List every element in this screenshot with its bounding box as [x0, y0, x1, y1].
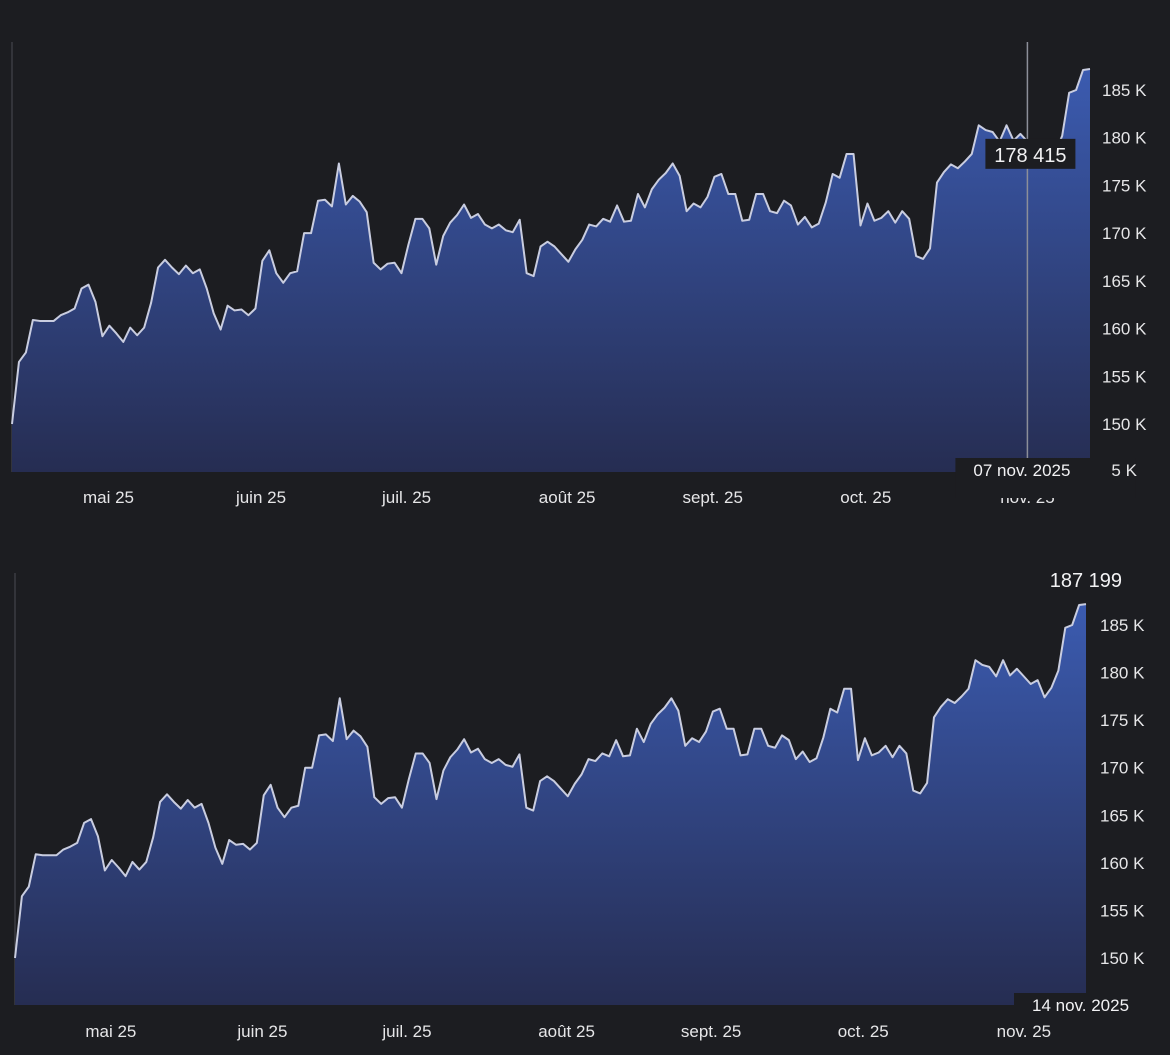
last-value-label: 187 199	[1050, 570, 1122, 592]
y-tick-label: 155 K	[1102, 367, 1147, 386]
y-tick-label: 170 K	[1102, 224, 1147, 243]
x-tick-label: sept. 25	[682, 488, 743, 507]
x-tick-label: oct. 25	[838, 1022, 889, 1041]
y-tick-label: 165 K	[1100, 806, 1145, 825]
y-tick-label: 185 K	[1100, 616, 1145, 635]
y-tick-label: 185 K	[1102, 81, 1147, 100]
x-tick-label: mai 25	[83, 488, 134, 507]
series-line	[11, 68, 1091, 425]
x-tick-label: août 25	[538, 1022, 595, 1041]
top-chart-svg[interactable]: 185 K 180 K 175 K 170 K 165 K 160 K 155 K 150 K…	[0, 30, 1170, 530]
crosshair-date-box	[955, 458, 1136, 498]
y-tick-label: 160 K	[1100, 854, 1145, 873]
x-tick-label: juil. 25	[381, 488, 431, 507]
y-tick-label: 180 K	[1100, 664, 1145, 683]
y-tick-label: 160 K	[1102, 320, 1147, 339]
x-tick-label: nov. 25	[997, 1022, 1052, 1041]
series-line	[14, 603, 1087, 959]
y-tick-label: 165 K	[1102, 272, 1147, 291]
crosshair-date-label: 07 nov. 2025	[973, 461, 1070, 480]
y-tick-label: 175 K	[1100, 711, 1145, 730]
x-tick-label: mai 25	[85, 1022, 136, 1041]
x-tick-label: oct. 25	[840, 488, 891, 507]
y-tick-label-partial: 5 K	[1111, 461, 1137, 480]
crosshair-value-label: 178 415	[994, 145, 1066, 167]
y-tick-label: 155 K	[1100, 901, 1145, 920]
last-date-label: 14 nov. 2025	[1032, 996, 1129, 1015]
y-tick-label: 150 K	[1100, 949, 1145, 968]
y-tick-label: 180 K	[1102, 129, 1147, 148]
x-tick-label: juin 25	[235, 488, 286, 507]
crosshair-value-box	[985, 138, 1076, 169]
x-tick-label: août 25	[539, 488, 596, 507]
area-fill	[15, 604, 1086, 1005]
y-tick-label: 175 K	[1102, 176, 1147, 195]
x-tick-label: juil. 25	[381, 1022, 431, 1041]
bottom-chart-svg[interactable]: 185 K 180 K 175 K 170 K 165 K 160 K 155 K 150 K…	[0, 565, 1170, 1055]
x-tick-label: sept. 25	[681, 1022, 742, 1041]
last-date-box	[1014, 993, 1170, 1025]
y-tick-label: 150 K	[1102, 415, 1147, 434]
area-fill	[12, 69, 1090, 472]
top-area-chart[interactable]: 185 K 180 K 175 K 170 K 165 K 160 K 155 K 150 K…	[0, 30, 1170, 530]
y-tick-label: 170 K	[1100, 759, 1145, 778]
bottom-area-chart[interactable]: 185 K 180 K 175 K 170 K 165 K 160 K 155 K 150 K…	[0, 565, 1170, 1055]
x-tick-label: juin 25	[236, 1022, 287, 1041]
